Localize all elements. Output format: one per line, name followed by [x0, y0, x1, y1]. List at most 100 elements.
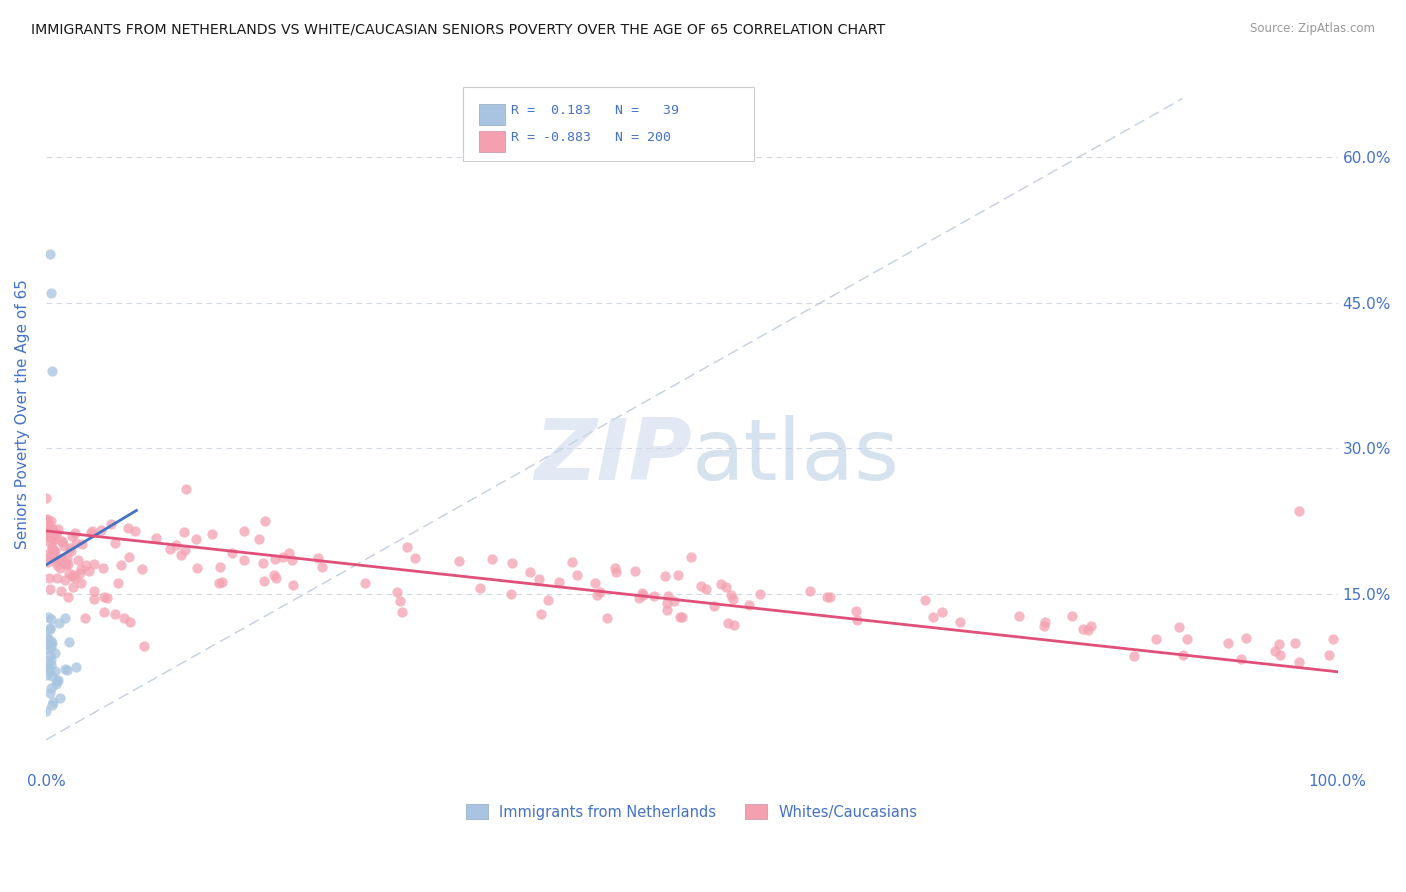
Point	[37, 524, 59, 538]
Point	[845, 604, 868, 618]
Point	[1144, 632, 1167, 646]
Point	[44, 646, 66, 660]
Point	[41, 532, 63, 546]
Point	[1317, 648, 1340, 662]
Point	[59, 543, 82, 558]
Point	[311, 559, 333, 574]
Point	[80, 524, 103, 538]
Point	[44, 664, 66, 678]
Point	[45, 673, 67, 688]
Point	[221, 546, 243, 560]
Point	[211, 574, 233, 589]
Point	[165, 538, 187, 552]
Point	[63, 526, 86, 541]
Point	[51, 534, 73, 549]
Point	[83, 583, 105, 598]
Point	[45, 677, 67, 691]
Point	[118, 615, 141, 630]
Point	[395, 541, 418, 555]
Point	[83, 557, 105, 571]
Point	[73, 610, 96, 624]
Point	[38, 549, 60, 564]
Point	[799, 584, 821, 599]
Point	[49, 561, 72, 575]
Point	[69, 576, 91, 591]
Point	[717, 615, 740, 630]
Point	[278, 546, 301, 560]
Point	[37, 642, 59, 657]
Point	[124, 524, 146, 538]
Point	[671, 609, 693, 624]
Point	[1264, 644, 1286, 658]
Point	[46, 522, 69, 536]
Point	[561, 555, 583, 569]
Point	[39, 653, 62, 667]
FancyBboxPatch shape	[478, 130, 505, 152]
Point	[41, 640, 63, 654]
Point	[1288, 504, 1310, 518]
Point	[39, 612, 62, 626]
Point	[631, 585, 654, 599]
Text: IMMIGRANTS FROM NETHERLANDS VS WHITE/CAUCASIAN SENIORS POVERTY OVER THE AGE OF 6: IMMIGRANTS FROM NETHERLANDS VS WHITE/CAU…	[31, 22, 886, 37]
Point	[38, 622, 60, 636]
Point	[1284, 636, 1306, 650]
Point	[42, 532, 65, 546]
Point	[669, 610, 692, 624]
Point	[605, 565, 627, 579]
Point	[44, 543, 66, 558]
Point	[627, 591, 650, 606]
Point	[1073, 622, 1095, 636]
Point	[51, 584, 73, 599]
Point	[519, 566, 541, 580]
Point	[481, 552, 503, 566]
Point	[391, 605, 413, 619]
Point	[589, 585, 612, 599]
Point	[62, 567, 84, 582]
Point	[173, 524, 195, 539]
Point	[662, 593, 685, 607]
Point	[1033, 615, 1056, 629]
Point	[655, 603, 678, 617]
Point	[253, 514, 276, 528]
Point	[710, 577, 733, 591]
Point	[112, 610, 135, 624]
Point	[35, 512, 58, 526]
Point	[62, 580, 84, 594]
Point	[720, 588, 742, 602]
Point	[93, 605, 115, 619]
Point	[1288, 655, 1310, 669]
Point	[1008, 608, 1031, 623]
Point	[233, 553, 256, 567]
Point	[655, 596, 678, 610]
Point	[35, 547, 58, 561]
Point	[83, 591, 105, 606]
Y-axis label: Seniors Poverty Over the Age of 65: Seniors Poverty Over the Age of 65	[15, 279, 30, 549]
Point	[41, 533, 63, 547]
Point	[389, 594, 412, 608]
Point	[548, 574, 571, 589]
Point	[922, 610, 945, 624]
Point	[37, 556, 59, 570]
Point	[131, 562, 153, 576]
Point	[35, 491, 58, 506]
Point	[41, 524, 63, 539]
Point	[69, 566, 91, 580]
Point	[530, 607, 553, 622]
Point	[49, 551, 72, 566]
Point	[45, 526, 67, 541]
Point	[44, 551, 66, 566]
Point	[104, 607, 127, 621]
Point	[132, 639, 155, 653]
Point	[385, 585, 408, 599]
Point	[110, 558, 132, 572]
Point	[263, 568, 285, 582]
Point	[1268, 648, 1291, 662]
Point	[37, 530, 59, 544]
Point	[468, 581, 491, 595]
Point	[56, 557, 79, 571]
Point	[53, 573, 76, 587]
Point	[96, 591, 118, 605]
Point	[1080, 619, 1102, 633]
Point	[41, 542, 63, 557]
Point	[1171, 648, 1194, 662]
